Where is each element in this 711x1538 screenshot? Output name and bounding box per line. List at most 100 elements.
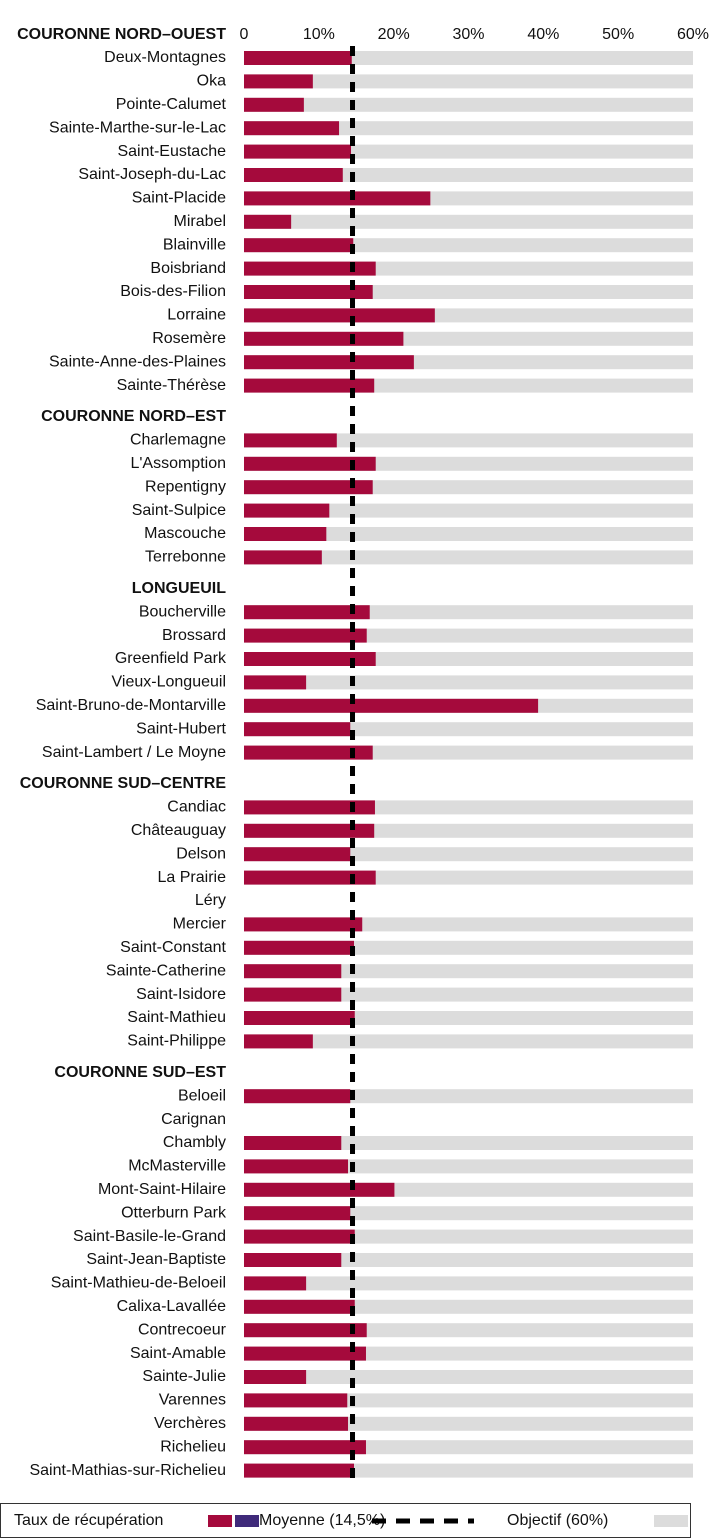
group-label: LONGUEUIL [132, 580, 226, 597]
category-label: Saint-Mathieu-de-Beloeil [51, 1275, 226, 1292]
category-label: Pointe-Calumet [116, 96, 227, 113]
bar [244, 699, 538, 713]
category-label: Terrebonne [145, 549, 226, 566]
bar [244, 917, 362, 931]
bar [244, 1034, 313, 1048]
category-label: Saint-Isidore [136, 986, 226, 1003]
x-tick-label: 50% [602, 26, 634, 43]
category-label: Saint-Lambert / Le Moyne [42, 744, 226, 761]
category-label: Greenfield Park [115, 650, 227, 667]
x-tick-label: 20% [378, 26, 410, 43]
category-label: Otterburn Park [121, 1204, 227, 1221]
group-label: COURONNE SUD–EST [54, 1064, 226, 1081]
category-label: Repentigny [145, 478, 226, 495]
bar [244, 74, 313, 88]
bar [244, 121, 339, 135]
bar [244, 1136, 341, 1150]
bar [244, 433, 337, 447]
category-label: Sainte-Thérèse [117, 377, 226, 394]
bar [244, 847, 350, 861]
bar [244, 1347, 366, 1361]
category-label: Delson [176, 845, 226, 862]
category-label: McMasterville [128, 1158, 226, 1175]
bar [244, 215, 291, 229]
category-label: Rosemère [152, 330, 226, 347]
category-label: Sainte-Julie [142, 1368, 226, 1385]
category-label: Verchères [154, 1415, 226, 1432]
objective-bar [244, 1370, 693, 1384]
chart: 0 10% 20% 30% 40% 50% 60% COURONNE NORD–OUEST De… [0, 0, 711, 1538]
bar [244, 191, 430, 205]
category-label: Lorraine [167, 307, 226, 324]
bar [244, 1183, 394, 1197]
bar [244, 238, 353, 252]
legend-label: Objectif (60%) [507, 1512, 608, 1529]
bar [244, 1253, 341, 1267]
legend-swatch [208, 1515, 232, 1527]
category-label: L'Assomption [130, 455, 226, 472]
category-label: Sainte-Catherine [106, 962, 226, 979]
category-label: Mascouche [144, 525, 226, 542]
category-label: Mercier [173, 916, 227, 933]
objective-bar [244, 215, 693, 229]
category-label: Saint-Jean-Baptiste [86, 1251, 226, 1268]
bar [244, 145, 351, 159]
x-tick-label: 10% [303, 26, 335, 43]
objective-bar [244, 675, 693, 689]
bar [244, 98, 304, 112]
bar [244, 51, 352, 65]
legend-label: Taux de récupération [14, 1512, 163, 1529]
category-label: Saint-Constant [120, 939, 226, 956]
category-label: Saint-Sulpice [132, 502, 226, 519]
category-label: Saint-Placide [132, 190, 226, 207]
category-label: Mont-Saint-Hilaire [98, 1181, 226, 1198]
bar [244, 871, 376, 885]
category-label: Saint-Joseph-du-Lac [78, 166, 226, 183]
category-label: Saint-Bruno-de-Montarville [36, 697, 226, 714]
category-label: Beloeil [178, 1087, 226, 1104]
bar [244, 355, 414, 369]
group-label: COURONNE NORD–OUEST [17, 26, 226, 43]
group-label: COURONNE SUD–CENTRE [20, 775, 227, 792]
x-tick-label: 0 [240, 26, 249, 43]
bar [244, 1206, 350, 1220]
bar [244, 652, 376, 666]
category-label: Candiac [167, 799, 226, 816]
bar [244, 1370, 306, 1384]
group-label: COURONNE NORD–EST [41, 408, 226, 425]
bar [244, 168, 343, 182]
bar [244, 1323, 367, 1337]
bar [244, 629, 367, 643]
category-label: Saint-Hubert [136, 720, 226, 737]
x-tick-label: 60% [677, 26, 709, 43]
category-label: Mirabel [174, 213, 226, 230]
bar [244, 550, 322, 564]
category-label: Vieux-Longueuil [112, 674, 226, 691]
category-label: Saint-Mathias-sur-Richelieu [29, 1462, 226, 1479]
category-label: Saint-Philippe [127, 1033, 226, 1050]
category-label: La Prairie [158, 869, 227, 886]
category-label: Carignan [161, 1111, 226, 1128]
x-tick-label: 40% [527, 26, 559, 43]
category-label: Saint-Amable [130, 1345, 226, 1362]
legend-swatch [654, 1515, 688, 1527]
category-label: Bois-des-Filion [120, 283, 226, 300]
bar [244, 1011, 355, 1025]
category-label: Varennes [159, 1392, 226, 1409]
bar [244, 262, 376, 276]
category-label: Charlemagne [130, 432, 226, 449]
x-tick-label: 30% [452, 26, 484, 43]
category-label: Contrecoeur [138, 1321, 227, 1338]
category-label: Saint-Eustache [117, 143, 226, 160]
bar [244, 1464, 354, 1478]
category-label: Sainte-Anne-des-Plaines [49, 353, 226, 370]
category-label: Saint-Basile-le-Grand [73, 1228, 226, 1245]
bar [244, 1276, 306, 1290]
bar [244, 1440, 366, 1454]
bar [244, 1230, 355, 1244]
bar [244, 675, 306, 689]
category-label: Châteauguay [131, 822, 226, 839]
bar [244, 1300, 355, 1314]
category-label: Calixa-Lavallée [117, 1298, 226, 1315]
bar [244, 1393, 347, 1407]
